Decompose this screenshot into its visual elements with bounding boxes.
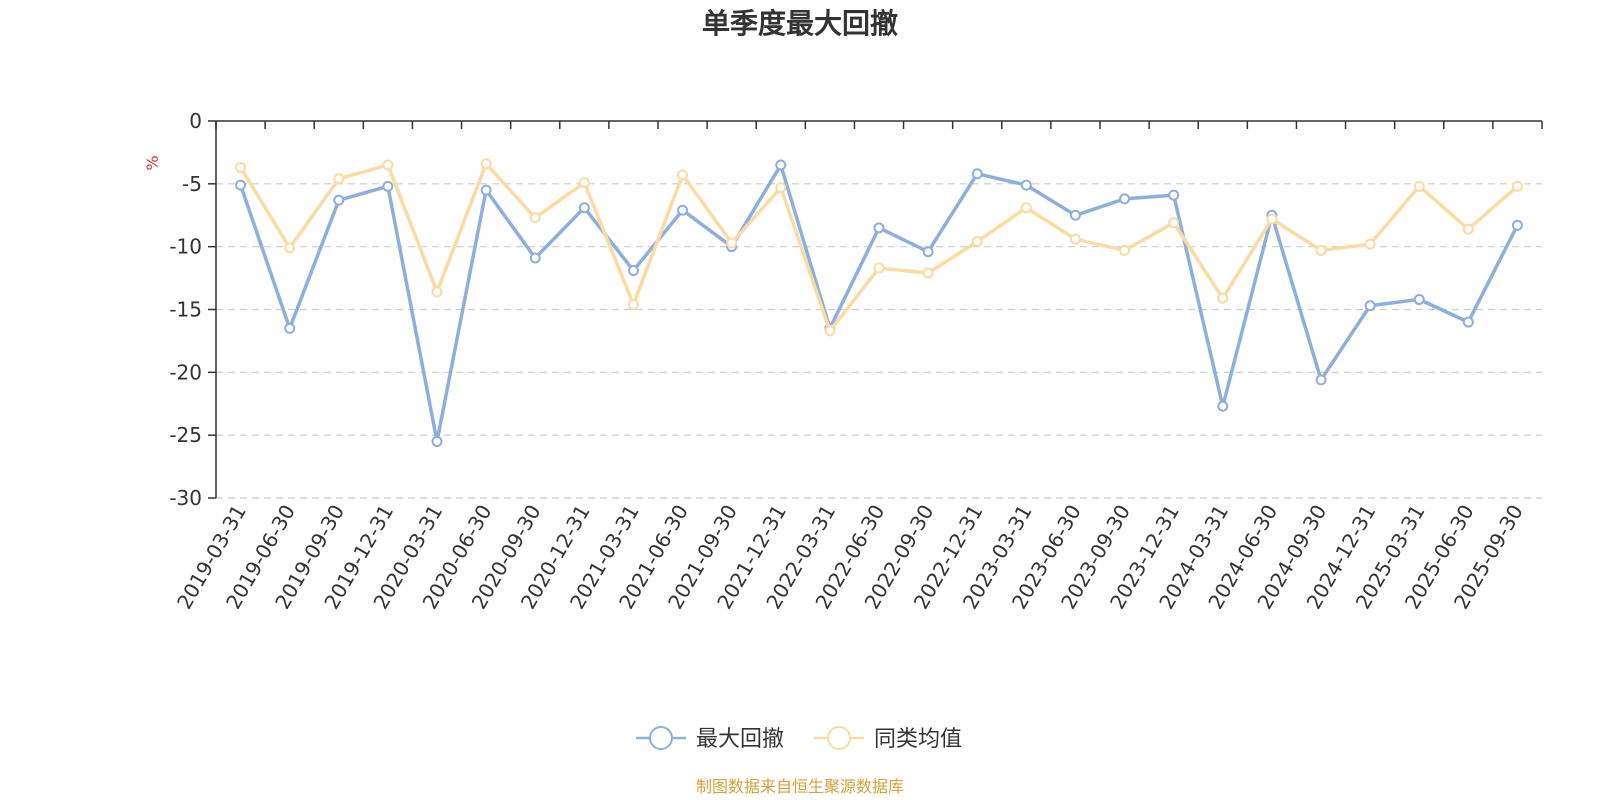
data-point[interactable] — [971, 236, 983, 248]
data-point[interactable] — [627, 265, 639, 277]
data-point[interactable] — [1462, 316, 1474, 328]
data-point[interactable] — [1119, 193, 1131, 205]
legend-item-2[interactable]: 同类均值 — [814, 726, 962, 752]
y-tick-label: 0 — [189, 109, 202, 133]
data-point[interactable] — [1462, 223, 1474, 235]
data-point[interactable] — [775, 182, 787, 194]
data-point[interactable] — [922, 246, 934, 258]
data-point[interactable] — [824, 325, 836, 337]
y-tick-label: -10 — [169, 235, 202, 259]
data-point[interactable] — [873, 222, 885, 234]
legend-label: 最大回撤 — [696, 727, 784, 752]
data-point[interactable] — [529, 212, 541, 224]
data-point[interactable] — [1315, 374, 1327, 386]
data-point[interactable] — [1315, 244, 1327, 256]
data-point[interactable] — [1413, 180, 1425, 192]
y-tick-label: -5 — [182, 172, 202, 196]
series-line — [238, 163, 1519, 444]
data-point[interactable] — [922, 267, 934, 279]
data-point[interactable] — [1511, 219, 1523, 231]
data-point[interactable] — [1266, 213, 1278, 225]
data-point[interactable] — [382, 180, 394, 192]
data-point[interactable] — [578, 202, 590, 214]
data-point[interactable] — [382, 159, 394, 171]
data-point[interactable] — [1168, 189, 1180, 201]
data-point[interactable] — [578, 177, 590, 189]
y-axis-unit-label: % — [143, 155, 162, 170]
data-point[interactable] — [1364, 238, 1376, 250]
data-point[interactable] — [1413, 293, 1425, 305]
series-1 — [235, 159, 1523, 447]
data-point[interactable] — [284, 322, 296, 334]
data-point[interactable] — [677, 204, 689, 216]
data-point[interactable] — [1020, 202, 1032, 214]
data-point[interactable] — [235, 161, 247, 173]
y-tick-label: -20 — [169, 360, 202, 384]
legend-item-1[interactable]: 最大回撤 — [636, 726, 784, 752]
data-point[interactable] — [775, 159, 787, 171]
data-point[interactable] — [677, 169, 689, 181]
data-point[interactable] — [333, 194, 345, 206]
data-point[interactable] — [284, 242, 296, 254]
data-point[interactable] — [1364, 300, 1376, 312]
data-point[interactable] — [431, 286, 443, 298]
data-point[interactable] — [480, 158, 492, 170]
data-point[interactable] — [1020, 179, 1032, 191]
data-point[interactable] — [1511, 180, 1523, 192]
data-point[interactable] — [431, 435, 443, 447]
axes: 0-5-10-15-20-25-302019-03-312019-06-3020… — [169, 109, 1543, 613]
data-point[interactable] — [726, 237, 738, 249]
data-point[interactable] — [235, 179, 247, 191]
legend-marker-icon — [827, 726, 851, 750]
y-tick-label: -25 — [169, 423, 202, 447]
series-line — [239, 161, 1519, 333]
series-2 — [235, 158, 1523, 337]
y-tick-label: -30 — [169, 486, 202, 510]
data-point[interactable] — [529, 252, 541, 264]
y-tick-label: -15 — [169, 298, 202, 322]
chart-title: 单季度最大回撤 — [702, 7, 898, 40]
data-source-note: 制图数据来自恒生聚源数据库 — [696, 777, 904, 796]
data-point[interactable] — [627, 298, 639, 310]
series-lines — [235, 158, 1523, 447]
data-point[interactable] — [480, 184, 492, 196]
data-point[interactable] — [1069, 209, 1081, 221]
legend-marker-icon — [649, 726, 673, 750]
data-point[interactable] — [873, 262, 885, 274]
data-point[interactable] — [1168, 217, 1180, 229]
data-point[interactable] — [1119, 244, 1131, 256]
legend[interactable]: 最大回撤 同类均值 — [636, 726, 962, 752]
data-point[interactable] — [1217, 292, 1229, 304]
data-point[interactable] — [971, 168, 983, 180]
data-point[interactable] — [333, 173, 345, 185]
data-point[interactable] — [1217, 400, 1229, 412]
data-point[interactable] — [1069, 233, 1081, 245]
legend-label: 同类均值 — [874, 727, 962, 752]
